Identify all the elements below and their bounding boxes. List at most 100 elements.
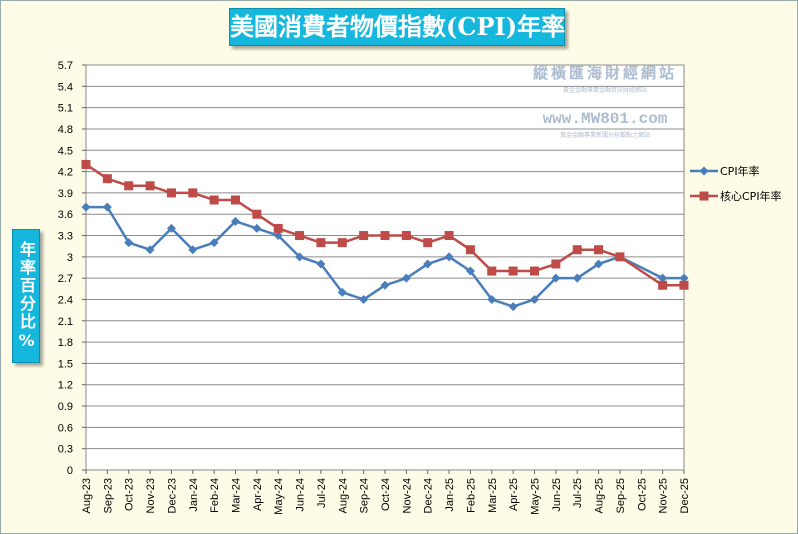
data-point	[252, 223, 262, 233]
series-line	[85, 163, 684, 287]
x-tick-label: Sep-25	[615, 478, 627, 513]
data-point	[658, 273, 668, 283]
x-tick-label: Jun-24	[295, 478, 307, 512]
x-tick-label: Nov-24	[401, 478, 413, 513]
data-point	[359, 294, 369, 304]
y-axis-label: 年率百分比%	[12, 229, 40, 363]
data-point	[295, 252, 305, 262]
y-tick-label: 3.6	[58, 209, 73, 221]
y-tick-label: 0.3	[58, 444, 73, 456]
y-tick-label: 2.4	[58, 294, 73, 306]
data-point	[444, 252, 454, 262]
x-tick-label: Aug-23	[81, 478, 93, 513]
y-tick-label: 1.8	[58, 337, 73, 349]
data-point	[295, 231, 305, 241]
data-point	[508, 302, 518, 312]
x-tick-label: Oct-23	[124, 478, 136, 511]
watermark-title: 縱橫匯海財經網站	[532, 64, 677, 82]
data-point	[401, 273, 411, 283]
y-tick-label: 4.8	[58, 124, 73, 136]
data-point	[359, 231, 369, 241]
y-tick-label: 5.4	[58, 81, 73, 93]
x-tick-label: Jun-25	[551, 478, 563, 512]
y-tick-label: 3	[67, 252, 73, 264]
data-point	[316, 259, 326, 269]
x-tick-label: Dec-25	[679, 478, 691, 513]
data-point	[658, 280, 668, 290]
x-tick-label: Jul-24	[316, 478, 328, 508]
y-tick-label: 1.2	[58, 380, 73, 392]
data-point	[401, 231, 411, 241]
x-tick-label: Apr-24	[252, 478, 264, 511]
data-point	[572, 273, 582, 283]
x-tick-label: May-25	[530, 478, 542, 515]
x-tick-label: Oct-24	[380, 478, 392, 511]
x-tick-label: Nov-23	[145, 478, 157, 513]
data-point	[487, 266, 497, 276]
legend-item-2: 核心CPI年率	[690, 189, 782, 203]
data-point	[551, 273, 561, 283]
x-tick-label: Sep-23	[102, 478, 114, 513]
series-2	[81, 159, 689, 290]
watermark-tagline: 黃金金融專業新聞分析觀點之網站	[559, 132, 650, 139]
watermark-subtitle: 黃金金融專業金融資訊財經網站	[562, 87, 647, 94]
plot-area	[85, 64, 685, 471]
y-axis-ticks: 0 0.3 0.6 0.9 1.2 1.5 1.8 2.1 2.4 2.7 3 3.3 3.6 3.9 4.…	[58, 60, 86, 477]
data-point	[231, 216, 240, 226]
x-axis-ticks: Aug-23 Sep-23 Oct-23 Nov-23 Dec-23 Jan-24 Feb-…	[81, 470, 691, 515]
data-point	[188, 245, 198, 255]
gridlines	[86, 64, 684, 450]
series-lines	[81, 159, 689, 312]
x-tick-label: Jul-25	[572, 478, 584, 508]
y-tick-label: 0.9	[58, 401, 73, 413]
x-tick-label: Aug-24	[337, 478, 349, 513]
data-point	[444, 231, 454, 241]
x-tick-label: Apr-25	[508, 478, 520, 511]
data-point	[209, 238, 219, 248]
x-tick-label: Jan-24	[188, 478, 200, 512]
data-point	[508, 266, 518, 276]
data-point	[679, 280, 689, 290]
y-tick-label: 5.7	[58, 60, 73, 72]
data-point	[231, 195, 240, 205]
data-point	[615, 252, 625, 262]
x-tick-label: Sep-24	[359, 478, 371, 513]
legend-label: CPI年率	[720, 164, 760, 178]
x-tick-label: Aug-25	[594, 478, 606, 513]
data-point	[572, 245, 582, 255]
data-point	[252, 209, 262, 219]
data-point	[273, 223, 283, 233]
y-tick-label: 1.5	[58, 358, 73, 370]
series-line	[86, 205, 684, 308]
x-tick-label: Oct-25	[636, 478, 648, 511]
data-point	[423, 259, 433, 269]
data-point	[209, 195, 219, 205]
data-point	[102, 174, 112, 184]
data-point	[594, 245, 604, 255]
x-tick-label: Nov-25	[658, 478, 670, 513]
data-point	[102, 202, 112, 212]
data-point	[145, 245, 155, 255]
chart-title: 美國消費者物價指數(CPI)年率	[229, 8, 565, 46]
y-tick-label: 4.5	[58, 145, 73, 157]
x-tick-label: Mar-24	[231, 478, 243, 513]
x-tick-label: Feb-24	[209, 478, 221, 513]
y-tick-label: 2.7	[58, 273, 73, 285]
data-point	[423, 238, 433, 248]
data-point	[81, 202, 91, 212]
x-tick-label: May-24	[273, 478, 285, 515]
watermark-logo: 縱橫匯海財經網站 黃金金融專業金融資訊財經網站 www.MW801.com 黃金…	[525, 62, 685, 150]
y-tick-label: 0	[67, 465, 73, 477]
y-tick-label: 3.9	[58, 188, 73, 200]
data-point	[487, 294, 497, 304]
data-point	[679, 273, 689, 283]
data-point	[337, 238, 347, 248]
data-point	[594, 259, 604, 269]
x-tick-label: Mar-25	[487, 478, 499, 513]
data-point	[551, 259, 561, 269]
y-tick-label: 0.6	[58, 422, 73, 434]
x-tick-label: Dec-24	[423, 478, 435, 513]
y-tick-label: 5.1	[58, 103, 73, 115]
data-point	[124, 238, 134, 248]
